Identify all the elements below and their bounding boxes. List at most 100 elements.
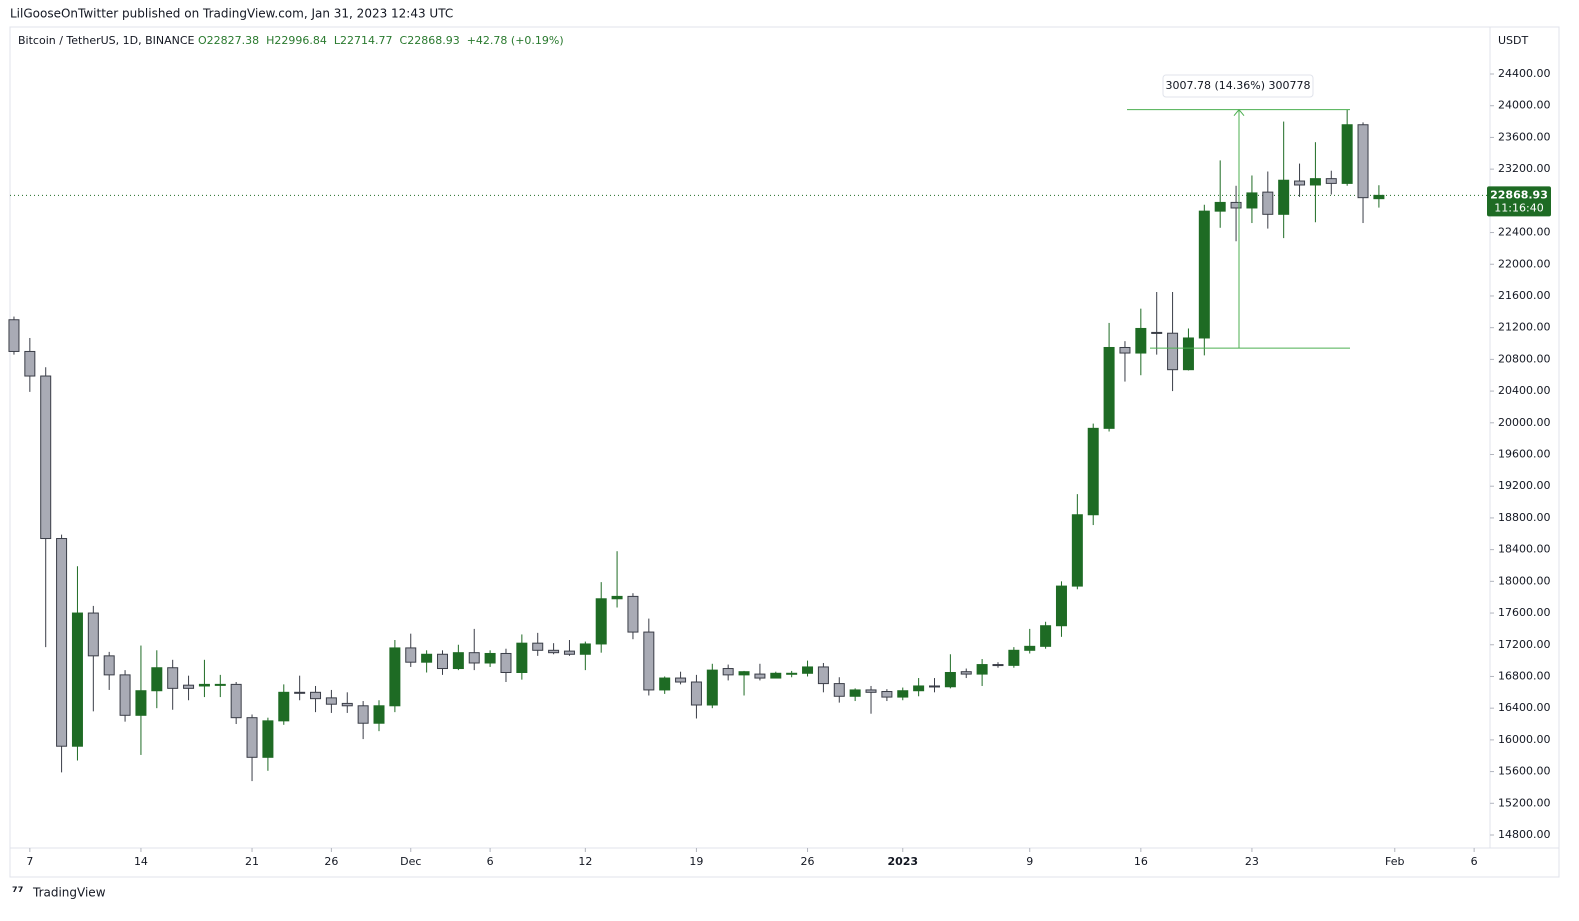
legend-value: C22868.93 bbox=[400, 34, 460, 47]
candle-body bbox=[1230, 201, 1242, 209]
candle-body bbox=[1341, 124, 1353, 184]
candle-body bbox=[484, 652, 496, 664]
candle-body bbox=[1087, 427, 1099, 516]
x-tick-label: 6 bbox=[487, 855, 494, 868]
x-tick-label: 26 bbox=[324, 855, 338, 868]
y-tick-label: 20000.00 bbox=[1498, 416, 1551, 429]
candle-body bbox=[897, 690, 909, 698]
candle-body bbox=[1040, 625, 1052, 647]
candle-body bbox=[87, 612, 99, 657]
x-tick-label: 6 bbox=[1471, 855, 1478, 868]
candle-body bbox=[849, 689, 861, 697]
candle-body bbox=[452, 652, 464, 670]
y-tick-label: 20400.00 bbox=[1498, 384, 1551, 397]
candle-body bbox=[976, 664, 988, 675]
y-tick-label: 14800.00 bbox=[1498, 828, 1551, 841]
candle-body bbox=[627, 595, 639, 633]
countdown-label: 11:16:40 bbox=[1494, 201, 1543, 214]
y-tick-label: 19200.00 bbox=[1498, 479, 1551, 492]
candle-body bbox=[944, 671, 956, 688]
y-tick-label: 18800.00 bbox=[1498, 511, 1551, 524]
y-tick-label: 16000.00 bbox=[1498, 733, 1551, 746]
candle-body bbox=[1167, 332, 1179, 371]
candle-body bbox=[1262, 191, 1274, 215]
x-tick-label: 16 bbox=[1134, 855, 1148, 868]
candle-body bbox=[1055, 585, 1067, 627]
x-tick-label: 19 bbox=[689, 855, 703, 868]
measure-label-box bbox=[1162, 74, 1314, 98]
candle-body bbox=[500, 652, 512, 673]
candle-body bbox=[167, 667, 179, 689]
x-tick-label: 21 bbox=[245, 855, 259, 868]
candle-body bbox=[230, 683, 242, 719]
candle-body bbox=[706, 669, 718, 706]
candle-body bbox=[183, 684, 195, 689]
y-tick-label: 16800.00 bbox=[1498, 669, 1551, 682]
y-tick-label: 23600.00 bbox=[1498, 130, 1551, 143]
candle-body bbox=[516, 642, 528, 673]
y-tick-label: 18400.00 bbox=[1498, 543, 1551, 556]
candle-body bbox=[1198, 210, 1210, 339]
y-tick-label: 20800.00 bbox=[1498, 352, 1551, 365]
symbol-title: Bitcoin / TetherUS, 1D, BINANCE bbox=[18, 34, 195, 47]
candle-body bbox=[405, 647, 417, 663]
candle-body bbox=[1182, 337, 1194, 371]
candle-body bbox=[246, 717, 258, 758]
candle-body bbox=[1008, 649, 1020, 666]
candle-body bbox=[1373, 194, 1385, 200]
candle-body bbox=[341, 702, 353, 707]
candle-body bbox=[786, 672, 798, 675]
candle-body bbox=[802, 666, 814, 674]
candle-body bbox=[56, 538, 68, 747]
candle-body bbox=[770, 672, 782, 679]
brand-logo: ⁷⁷ bbox=[12, 886, 23, 901]
candle-body bbox=[1103, 346, 1115, 429]
x-tick-label: 9 bbox=[1026, 855, 1033, 868]
frame bbox=[9, 26, 1560, 878]
y-tick-label: 16400.00 bbox=[1498, 701, 1551, 714]
y-tick-label: 24400.00 bbox=[1498, 67, 1551, 80]
last-price-box bbox=[1487, 186, 1551, 217]
candle-body bbox=[71, 612, 83, 747]
candle-body bbox=[913, 685, 925, 692]
candle-body bbox=[373, 705, 385, 724]
last-price-label: 22868.93 bbox=[1490, 188, 1548, 201]
measure-arrow bbox=[1233, 108, 1245, 116]
legend-value: +42.78 (+0.19%) bbox=[467, 34, 564, 47]
candle-body bbox=[135, 690, 147, 716]
candle-body bbox=[643, 631, 655, 691]
candle-body bbox=[1309, 178, 1321, 186]
candle-body bbox=[563, 650, 575, 655]
candle-body bbox=[40, 375, 52, 540]
legend-value: H22996.84 bbox=[266, 34, 327, 47]
candle-body bbox=[1278, 179, 1290, 215]
candle-body bbox=[579, 643, 591, 655]
y-tick-label: 24000.00 bbox=[1498, 99, 1551, 112]
currency: USDT bbox=[1498, 34, 1529, 47]
x-tick-label: Feb bbox=[1385, 855, 1404, 868]
candle-body bbox=[8, 319, 20, 352]
candle-body bbox=[754, 673, 766, 679]
y-tick-label: 15200.00 bbox=[1498, 796, 1551, 809]
brand: TradingView bbox=[32, 886, 106, 900]
x-tick-label: Dec bbox=[400, 855, 421, 868]
candle-body bbox=[421, 653, 433, 663]
y-tick-label: 22400.00 bbox=[1498, 226, 1551, 239]
candle-body bbox=[1246, 192, 1258, 209]
candle-body bbox=[119, 674, 131, 716]
candle-body bbox=[278, 691, 290, 722]
y-tick-label: 23200.00 bbox=[1498, 162, 1551, 175]
candle-body bbox=[611, 595, 623, 600]
candle-body bbox=[1294, 180, 1306, 186]
legend-value: L22714.77 bbox=[334, 34, 393, 47]
x-tick-label: 26 bbox=[801, 855, 815, 868]
y-tick-label: 17600.00 bbox=[1498, 606, 1551, 619]
candle-body bbox=[262, 720, 274, 758]
candle-body bbox=[24, 350, 36, 377]
candle-body bbox=[103, 655, 115, 676]
y-tick-label: 21200.00 bbox=[1498, 321, 1551, 334]
candle-body bbox=[1024, 645, 1036, 651]
x-tick-label: 2023 bbox=[887, 855, 918, 868]
published-note: LilGooseOnTwitter published on TradingVi… bbox=[10, 7, 453, 21]
candle-body bbox=[722, 668, 734, 676]
